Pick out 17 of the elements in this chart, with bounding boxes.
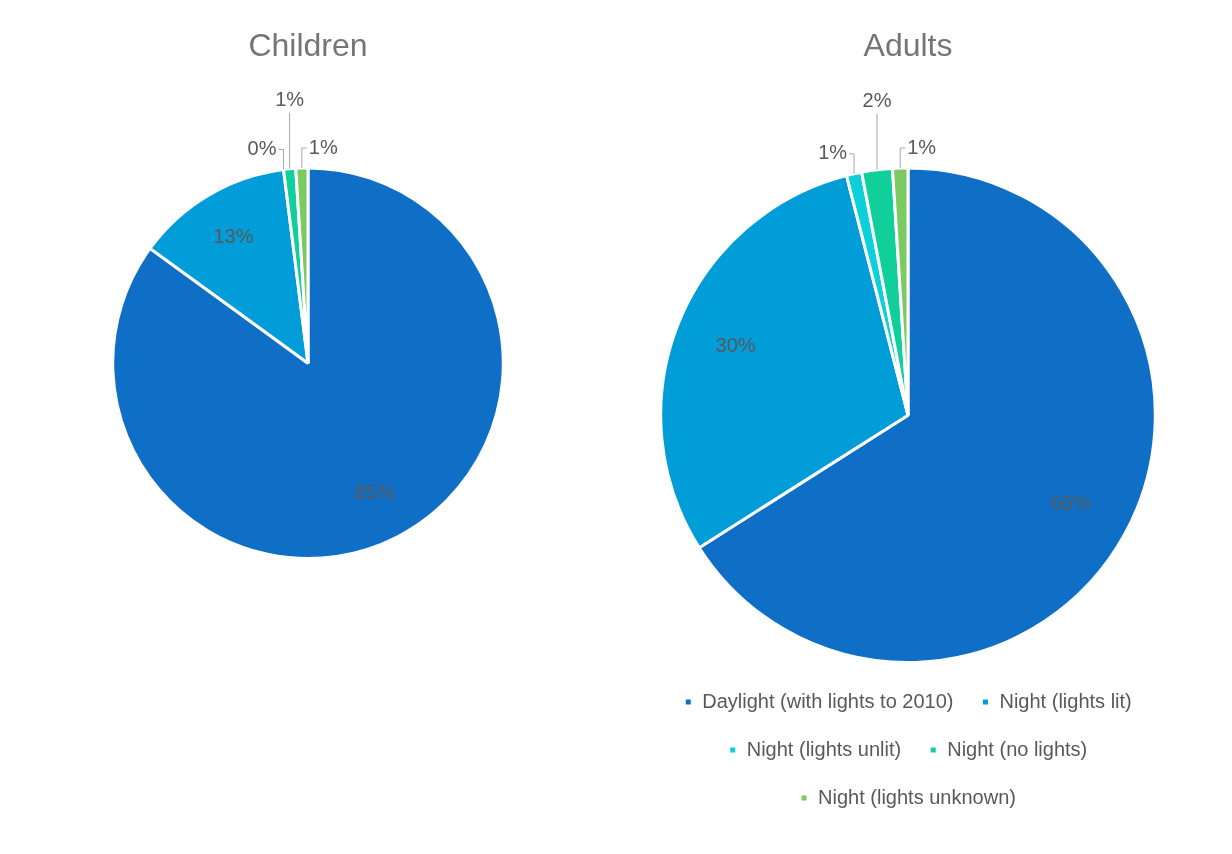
legend-label: Night (no lights) xyxy=(947,737,1088,760)
legend-label: Night (lights unlit) xyxy=(746,737,902,760)
data-label: 1% xyxy=(907,135,937,158)
legend-label: Night (lights unknown) xyxy=(818,785,1016,808)
chart-title: Adults xyxy=(863,27,953,64)
data-label: 85% xyxy=(354,481,395,504)
chart-title: Children xyxy=(248,27,368,64)
text: 0% xyxy=(247,136,277,159)
data-label: 13% xyxy=(213,224,254,247)
data-label: 66% xyxy=(1050,492,1091,515)
legend-label: Daylight (with lights to 2010) xyxy=(702,689,954,712)
legend-label: Night (lights lit) xyxy=(999,689,1132,712)
data-label: 1% xyxy=(308,135,338,158)
data-label: 1% xyxy=(275,88,305,111)
data-label: 2% xyxy=(862,89,892,112)
data-label: 1% xyxy=(818,141,848,164)
data-label: 30% xyxy=(715,334,756,357)
